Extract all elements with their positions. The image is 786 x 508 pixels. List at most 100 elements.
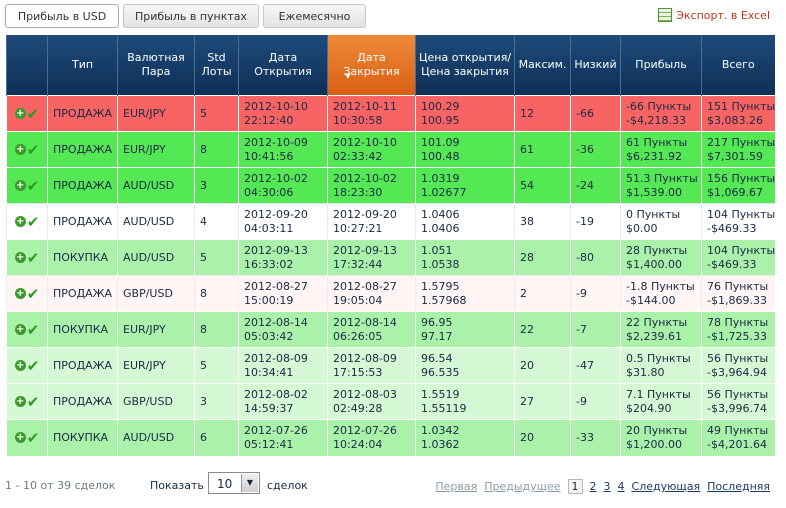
- close-price: 1.0538: [421, 257, 460, 271]
- record-count: 1 - 10 от 39 сделок: [5, 479, 116, 492]
- cell-low: -66: [570, 95, 621, 132]
- open-time: 04:30:06: [244, 185, 294, 199]
- col-open-date[interactable]: Дата Открытия: [238, 35, 328, 96]
- total-points: 151 Пункты: [707, 99, 775, 113]
- plus-circle-icon[interactable]: +: [14, 144, 26, 155]
- cell-profit: 0.5 Пункты $31.80: [620, 347, 702, 384]
- close-price: 1.0406: [421, 221, 460, 235]
- open-time: 05:12:41: [244, 437, 294, 451]
- pager-page-2[interactable]: 2: [589, 480, 597, 493]
- trades-body: + ✔ ПРОДАЖА EUR/JPY 5 2012-10-10 22:12:40 2012-…: [6, 95, 775, 456]
- cell-open-date: 2012-10-10 22:12:40: [238, 95, 328, 132]
- cell-type: ПРОДАЖА: [47, 275, 118, 312]
- cell-close-date: 2012-10-02 18:23:30: [327, 167, 416, 204]
- open-time: 10:41:56: [244, 149, 294, 163]
- table-row[interactable]: + ✔ ПОКУПКА AUD/USD 5 2012-09-13 16:33:02 2012-…: [6, 239, 775, 276]
- open-price: 1.0319: [421, 171, 460, 185]
- profit-points: -1.8 Пункты: [626, 279, 695, 293]
- close-date: 2012-09-20: [333, 207, 397, 221]
- plus-circle-icon[interactable]: +: [14, 252, 26, 263]
- close-date: 2012-10-02: [333, 171, 397, 185]
- plus-circle-icon[interactable]: +: [14, 108, 26, 119]
- tab-profit-usd[interactable]: Прибыль в USD: [5, 4, 119, 28]
- cell-open-date: 2012-10-02 04:30:06: [238, 167, 328, 204]
- pager-last[interactable]: Последняя: [707, 480, 770, 493]
- plus-circle-icon[interactable]: +: [14, 360, 26, 371]
- plus-circle-icon[interactable]: +: [14, 288, 26, 299]
- table-row[interactable]: + ✔ ПРОДАЖА AUD/USD 4 2012-09-20 04:03:11 2012-…: [6, 203, 775, 240]
- profit-usd: $1,200.00: [626, 437, 682, 451]
- close-time: 10:27:21: [333, 221, 383, 235]
- col-lots[interactable]: Std Лоты: [194, 35, 239, 96]
- table-row[interactable]: + ✔ ПРОДАЖА EUR/JPY 8 2012-10-09 10:41:56 2012-…: [6, 131, 775, 168]
- plus-circle-icon[interactable]: +: [14, 432, 26, 444]
- cell-lots: 5: [194, 239, 239, 276]
- col-prices[interactable]: Цена открытия/ Цена закрытия: [415, 35, 515, 96]
- plus-circle-icon[interactable]: +: [14, 324, 26, 335]
- close-date: 2012-08-03: [333, 387, 397, 401]
- row-actions: + ✔: [6, 419, 48, 456]
- checkmark-icon: ✔: [26, 212, 40, 231]
- total-usd: $7,301.59: [707, 149, 763, 163]
- table-row[interactable]: + ✔ ПРОДАЖА EUR/JPY 5 2012-08-09 10:34:41 2012-…: [6, 347, 775, 384]
- pager-next[interactable]: Следующая: [631, 480, 701, 493]
- row-actions: + ✔: [6, 347, 48, 384]
- table-row[interactable]: + ✔ ПРОДАЖА GBP/USD 8 2012-08-27 15:00:19 2012-…: [6, 275, 775, 312]
- cell-total: 151 Пункты $3,083.26: [701, 95, 775, 132]
- excel-icon: [658, 8, 673, 22]
- row-actions: + ✔: [6, 131, 48, 168]
- cell-type: ПРОДАЖА: [47, 95, 118, 132]
- table-row[interactable]: + ✔ ПРОДАЖА AUD/USD 3 2012-10-02 04:30:06 2012-…: [6, 167, 775, 204]
- open-date: 2012-08-02: [244, 387, 308, 401]
- cell-prices: 101.09 100.48: [415, 131, 515, 168]
- close-date: 2012-09-13: [333, 243, 397, 257]
- cell-max: 54: [514, 167, 571, 204]
- row-actions: + ✔: [6, 383, 48, 420]
- col-type[interactable]: Тип: [47, 35, 118, 96]
- close-time: 17:15:53: [333, 365, 383, 379]
- profit-points: 61 Пункты: [626, 135, 688, 149]
- pager-page-4[interactable]: 4: [617, 480, 625, 493]
- col-low[interactable]: Низкий: [570, 35, 621, 96]
- export-excel-link[interactable]: Экспорт. в Excel: [658, 8, 770, 22]
- chevron-down-icon[interactable]: ▼: [241, 474, 258, 492]
- cell-open-date: 2012-08-27 15:00:19: [238, 275, 328, 312]
- checkmark-icon: ✔: [26, 356, 40, 375]
- tab-profit-points[interactable]: Прибыль в пунктах: [123, 4, 259, 28]
- row-actions: + ✔: [6, 167, 48, 204]
- total-usd: -$469.33: [707, 257, 757, 271]
- cell-lots: 3: [194, 167, 239, 204]
- table-row[interactable]: + ✔ ПРОДАЖА EUR/JPY 5 2012-10-10 22:12:40 2012-…: [6, 95, 775, 132]
- page-size-select[interactable]: 10 ▼: [208, 472, 260, 494]
- col-max[interactable]: Максим.: [514, 35, 571, 96]
- pager-page-3[interactable]: 3: [603, 480, 611, 493]
- col-pair[interactable]: Валютная Пара: [117, 35, 195, 96]
- total-usd: -$469.33: [707, 221, 757, 235]
- cell-type: ПОКУПКА: [47, 239, 118, 276]
- tab-monthly[interactable]: Ежемесячно: [263, 4, 366, 28]
- cell-prices: 1.0342 1.0362: [415, 419, 515, 456]
- cell-open-date: 2012-07-26 05:12:41: [238, 419, 328, 456]
- plus-circle-icon[interactable]: +: [14, 180, 26, 191]
- cell-prices: 96.95 97.17: [415, 311, 515, 348]
- open-time: 04:03:11: [244, 221, 294, 235]
- table-row[interactable]: + ✔ ПОКУПКА AUD/USD 6 2012-07-26 05:12:41 2012-…: [6, 419, 775, 456]
- open-date: 2012-08-27: [244, 279, 308, 293]
- col-total[interactable]: Всего: [701, 35, 775, 96]
- plus-circle-icon[interactable]: +: [14, 396, 26, 407]
- cell-max: 20: [514, 347, 571, 384]
- col-close-date[interactable]: ▼ Дата Закрытия: [327, 35, 416, 96]
- cell-type: ПОКУПКА: [47, 419, 118, 456]
- total-usd: $1,069.67: [707, 185, 763, 199]
- cell-lots: 8: [194, 131, 239, 168]
- pager-prev: Предыдущее: [484, 480, 561, 493]
- plus-circle-icon[interactable]: +: [14, 216, 26, 227]
- table-row[interactable]: + ✔ ПОКУПКА EUR/JPY 8 2012-08-14 05:03:42 2012-…: [6, 311, 775, 348]
- cell-low: -9: [570, 275, 621, 312]
- table-row[interactable]: + ✔ ПРОДАЖА GBP/USD 3 2012-08-02 14:59:37 2012-…: [6, 383, 775, 420]
- col-profit[interactable]: Прибыль: [620, 35, 702, 96]
- cell-low: -33: [570, 419, 621, 456]
- cell-close-date: 2012-08-27 19:05:04: [327, 275, 416, 312]
- cell-pair: EUR/JPY: [117, 347, 195, 384]
- checkmark-icon: ✔: [26, 284, 40, 303]
